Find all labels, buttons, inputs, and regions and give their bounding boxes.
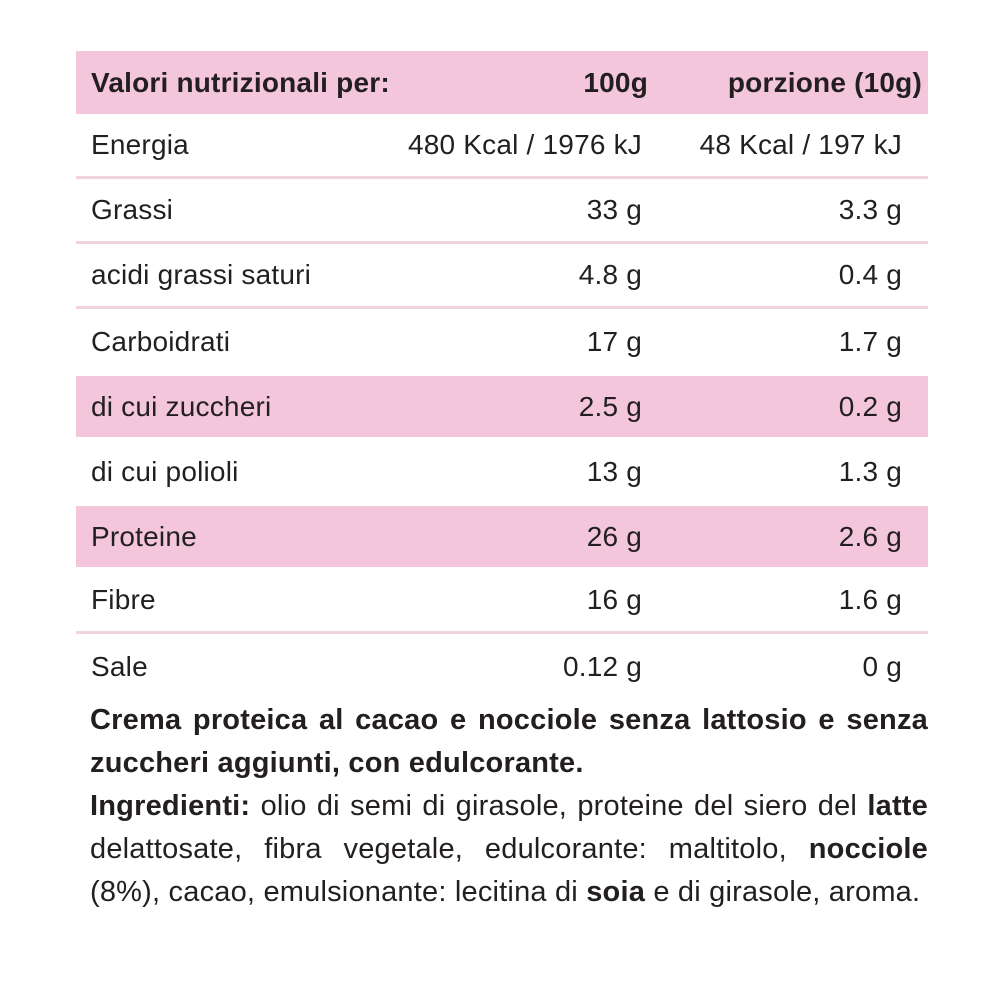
row-portion-value: 0 g: [862, 650, 902, 682]
table-row: Fibre 16 g 1.6 g: [76, 569, 928, 634]
table-row: Carboidrati 17 g 1.7 g: [76, 309, 928, 374]
row-per-100g-value: 2.5 g: [578, 390, 642, 422]
nutrition-table: Valori nutrizionali per: 100g porzione (…: [76, 51, 928, 699]
description-paragraph: Crema proteica al cacao e nocciole senza…: [90, 704, 928, 779]
row-label: Fibre: [91, 584, 156, 615]
ingredient-text: delattosate, fibra vegetale, edulcorante…: [90, 833, 809, 865]
table-row: di cui zuccheri 2.5 g 0.2 g: [76, 374, 928, 439]
row-per-100g-value: 13 g: [586, 455, 642, 487]
ingredient-bold-term: latte: [867, 790, 928, 822]
nutrition-rows: Energia 480 Kcal / 1976 kJ 48 Kcal / 197…: [76, 114, 928, 699]
row-label: Carboidrati: [91, 325, 231, 357]
header-col-label: Valori nutrizionali per:: [91, 66, 390, 98]
ingredient-text: e di girasole, aroma.: [645, 876, 921, 908]
row-per-100g-value: 26 g: [586, 520, 642, 552]
row-label: Sale: [91, 650, 148, 682]
table-header-row: Valori nutrizionali per: 100g porzione (…: [76, 51, 928, 114]
row-per-100g-value: 0.12 g: [562, 650, 642, 682]
ingredient-text: (8%), cacao, emulsionante: lecitina di: [90, 876, 587, 908]
row-portion-value: 0.4 g: [838, 259, 902, 290]
row-per-100g-value: 33 g: [586, 194, 642, 225]
table-row: Proteine 26 g 2.6 g: [76, 504, 928, 569]
ingredient-bold-term: soia: [586, 876, 646, 908]
table-row: Energia 480 Kcal / 1976 kJ 48 Kcal / 197…: [76, 114, 928, 179]
table-row: di cui polioli 13 g 1.3 g: [76, 439, 928, 504]
row-label: Proteine: [91, 520, 197, 552]
row-portion-value: 3.3 g: [838, 194, 902, 225]
row-portion-value: 0.2 g: [838, 390, 902, 422]
product-text-block: Crema proteica al cacao e nocciole senza…: [90, 699, 928, 914]
ingredient-bold-term: nocciole: [808, 833, 928, 865]
table-row: Grassi 33 g 3.3 g: [76, 179, 928, 244]
row-label: di cui zuccheri: [91, 390, 272, 422]
header-col-per-100g: 100g: [583, 66, 648, 98]
row-per-100g-value: 17 g: [586, 325, 642, 357]
row-label: di cui polioli: [91, 455, 239, 487]
row-portion-value: 1.6 g: [838, 584, 902, 615]
row-portion-value: 1.3 g: [838, 455, 902, 487]
row-per-100g-value: 16 g: [586, 584, 642, 615]
ingredients-paragraph: Ingredienti: olio di semi di girasole, p…: [90, 785, 928, 914]
row-label: Energia: [91, 129, 189, 160]
ingredient-bold-term: Ingredienti:: [90, 790, 251, 822]
row-portion-value: 2.6 g: [838, 520, 902, 552]
row-per-100g-value: 4.8 g: [578, 259, 642, 290]
table-row: Sale 0.12 g 0 g: [76, 634, 928, 699]
table-row: acidi grassi saturi 4.8 g 0.4 g: [76, 244, 928, 309]
row-per-100g-value: 480 Kcal / 1976 kJ: [408, 129, 642, 160]
row-label: acidi grassi saturi: [91, 259, 312, 290]
row-portion-value: 48 Kcal / 197 kJ: [699, 129, 902, 160]
header-col-portion: porzione (10g): [727, 66, 922, 98]
row-portion-value: 1.7 g: [838, 325, 902, 357]
row-label: Grassi: [91, 194, 174, 225]
ingredient-text: olio di semi di girasole, proteine del s…: [250, 790, 868, 822]
